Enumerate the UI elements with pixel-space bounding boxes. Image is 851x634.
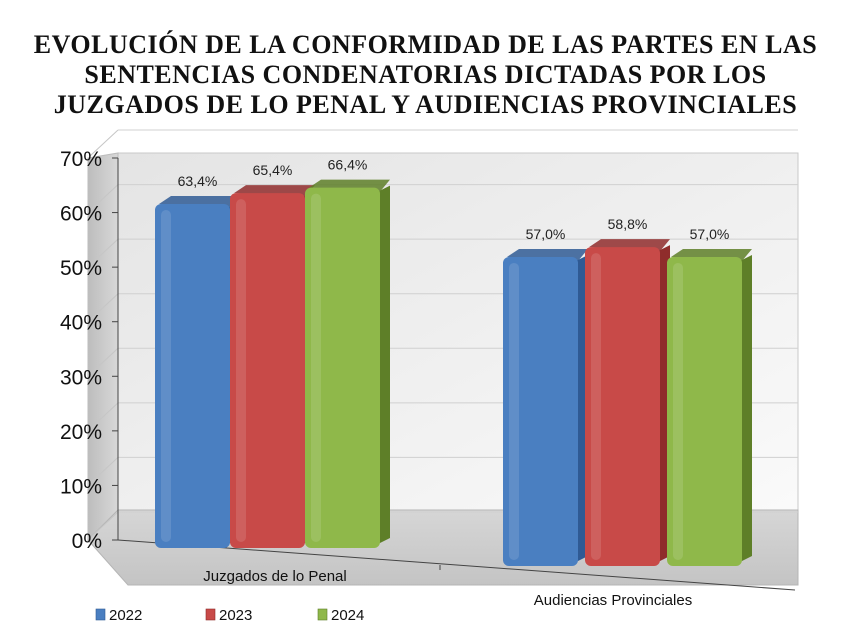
gridline-side-50 (89, 238, 119, 266)
chart-title-line-1: EVOLUCIÓN DE LA CONFORMIDAD DE LAS PARTE… (33, 30, 818, 59)
chart-title: EVOLUCIÓN DE LA CONFORMIDAD DE LAS PARTE… (0, 30, 851, 120)
y-tick-label-70: 70% (60, 148, 102, 171)
bar-side-2024-0 (378, 185, 390, 544)
data-label-2022-0: 63,4% (178, 173, 218, 189)
bar-front-2022-1 (503, 256, 578, 566)
y-axis: 0% 10% 20% 30% 40% 50% 60% 70% (60, 148, 796, 591)
bar-highlight-2023-1 (591, 253, 601, 560)
bar-2024-0 (305, 179, 390, 548)
category-label-0: Juzgados de lo Penal (203, 568, 346, 585)
bar-front-2023-0 (230, 193, 305, 549)
bar-2022-1 (503, 248, 588, 566)
data-label-2024-0: 66,4% (328, 157, 368, 173)
bar-2022-0 (155, 196, 240, 548)
y-tick-label-30: 30% (60, 366, 102, 389)
bar-highlight-2022-0 (161, 210, 171, 542)
y-tick-label-10: 10% (60, 475, 102, 498)
bars (155, 179, 752, 566)
bar-side-2024-1 (740, 254, 752, 562)
gridline-side-40 (89, 293, 119, 321)
category-labels: Juzgados de lo Penal Audiencias Provincia… (203, 568, 692, 609)
gridline-side-60 (89, 184, 119, 211)
data-label-2023-1: 58,8% (608, 216, 648, 232)
y-tick-label-0: 0% (72, 530, 102, 553)
bar-2023-0 (230, 185, 315, 549)
bar-highlight-2024-0 (311, 193, 321, 542)
legend-swatch-2022 (95, 608, 106, 621)
legend-swatch-2023 (205, 608, 216, 621)
y-tick-label-50: 50% (60, 257, 102, 280)
legend-label-2023: 2023 (219, 607, 252, 624)
bar-highlight-2022-1 (509, 262, 519, 560)
y-tick-label-20: 20% (60, 421, 102, 444)
bar-highlight-2023-0 (236, 199, 246, 543)
y-tick-label-60: 60% (60, 203, 102, 226)
data-labels: 63,4% 57,0% 65,4% 58,8% 66,4% 57,0% (178, 157, 730, 242)
bar-front-2022-0 (155, 204, 230, 548)
gridline-side-10 (89, 457, 119, 484)
bar-front-2024-0 (305, 187, 380, 548)
bar-2024-1 (667, 248, 752, 566)
x-axis-line (117, 539, 796, 591)
gridline-side-20 (89, 402, 119, 430)
data-label-2024-1: 57,0% (690, 226, 730, 242)
gridline-side-30 (89, 347, 119, 375)
legend: 2022 2023 2024 (95, 607, 364, 624)
bar-front-2024-1 (667, 256, 742, 566)
gridline-side-0 (89, 511, 119, 539)
gridline-side-70 (89, 129, 119, 157)
category-label-1: Audiencias Provinciales (534, 592, 692, 609)
chart-title-line-3: JUZGADOS DE LO PENAL Y AUDIENCIAS PROVIN… (53, 90, 798, 119)
bar-front-2023-1 (585, 247, 660, 566)
data-label-2023-0: 65,4% (253, 162, 293, 178)
legend-label-2022: 2022 (109, 607, 142, 624)
data-label-2022-1: 57,0% (526, 226, 566, 242)
legend-swatch-2024 (317, 608, 328, 621)
legend-label-2024: 2024 (331, 607, 364, 624)
bar-highlight-2024-1 (673, 262, 683, 560)
chart-title-line-2: SENTENCIAS CONDENATORIAS DICTADAS POR LO… (84, 60, 767, 89)
y-tick-label-40: 40% (60, 312, 102, 335)
bar-2023-1 (585, 239, 670, 566)
